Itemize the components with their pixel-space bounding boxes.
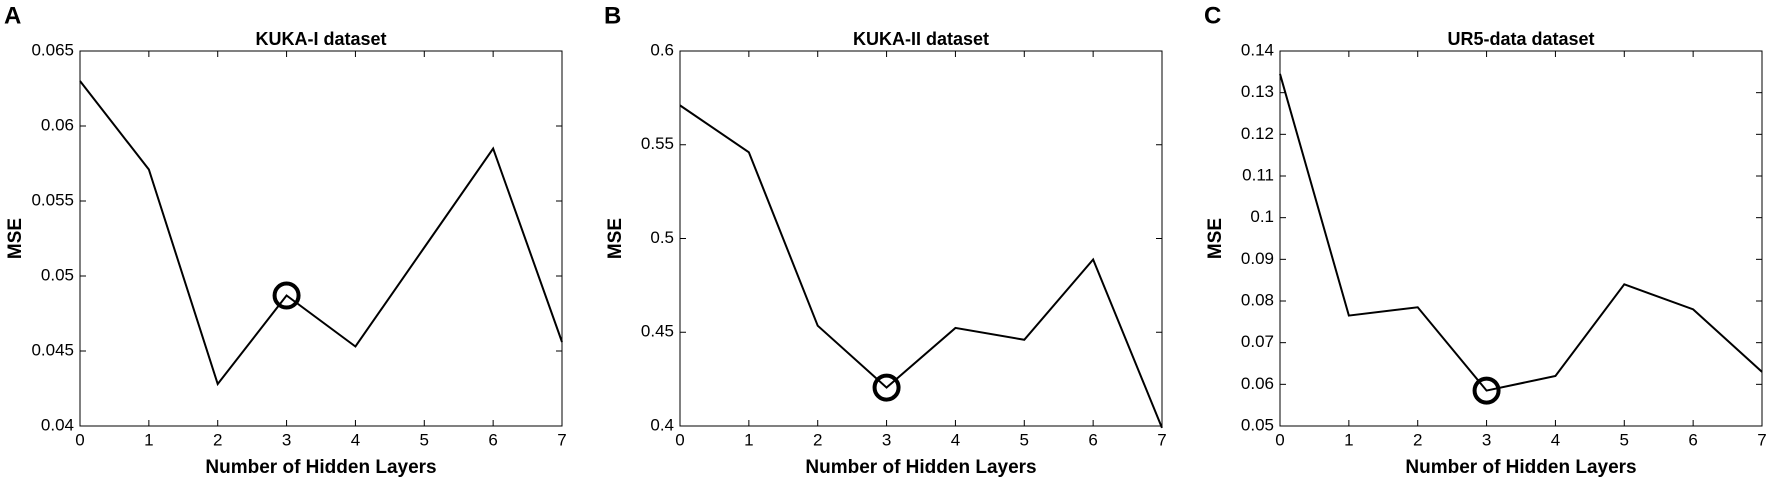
- highlight-marker: [1472, 376, 1501, 405]
- panel-label: A: [4, 2, 21, 29]
- y-tick-label: 0.06: [1241, 374, 1274, 393]
- x-tick-label: 7: [1157, 430, 1166, 449]
- y-tick-label: 0.07: [1241, 332, 1274, 351]
- x-axis-label: Number of Hidden Layers: [1405, 457, 1636, 478]
- y-tick-label: 0.13: [1241, 82, 1274, 101]
- y-tick-label: 0.4: [650, 415, 674, 434]
- plot-frame: [679, 50, 1163, 427]
- x-tick-label: 5: [1620, 430, 1629, 449]
- x-tick-label: 1: [1344, 430, 1353, 449]
- y-tick-label: 0.06: [41, 115, 74, 134]
- y-axis-label: MSE: [1205, 218, 1226, 259]
- highlight-marker: [872, 373, 901, 402]
- x-tick-label: 3: [882, 430, 891, 449]
- y-tick-label: 0.055: [31, 190, 74, 209]
- x-tick-label: 3: [1482, 430, 1491, 449]
- line-series: [79, 80, 563, 387]
- y-tick-label: 0.5: [650, 228, 674, 247]
- x-tick-label: 2: [813, 430, 822, 449]
- x-tick-label: 1: [144, 430, 153, 449]
- x-axis-label: Number of Hidden Layers: [205, 457, 436, 478]
- x-tick-label: 4: [1551, 430, 1560, 449]
- panel-label: B: [604, 2, 621, 29]
- x-tick-label: 7: [557, 430, 566, 449]
- y-tick-label: 0.05: [41, 265, 74, 284]
- y-tick-label: 0.55: [641, 134, 674, 153]
- x-tick-label: 0: [75, 430, 84, 449]
- line-series: [1279, 73, 1763, 392]
- x-axis-label: Number of Hidden Layers: [805, 457, 1036, 478]
- highlight-marker: [272, 281, 301, 310]
- y-axis-label: MSE: [605, 218, 626, 259]
- x-tick-label: 5: [420, 430, 429, 449]
- panel-label: C: [1204, 2, 1221, 29]
- x-tick-label: 6: [488, 430, 497, 449]
- x-tick-label: 2: [213, 430, 222, 449]
- line-series: [679, 104, 1163, 429]
- x-tick-label: 1: [744, 430, 753, 449]
- chart-title: KUKA-I dataset: [255, 29, 386, 49]
- y-tick-label: 0.45: [641, 322, 674, 341]
- y-tick-label: 0.05: [1241, 415, 1274, 434]
- y-axis-label: MSE: [5, 218, 26, 259]
- plot-frame: [1279, 50, 1763, 427]
- y-tick-label: 0.6: [650, 40, 674, 59]
- plot-frame: [79, 50, 563, 427]
- x-tick-label: 2: [1413, 430, 1422, 449]
- x-tick-label: 7: [1757, 430, 1766, 449]
- y-tick-label: 0.11: [1242, 165, 1274, 184]
- x-tick-label: 5: [1020, 430, 1029, 449]
- x-tick-label: 4: [951, 430, 960, 449]
- x-tick-label: 0: [675, 430, 684, 449]
- x-tick-label: 6: [1688, 430, 1697, 449]
- y-tick-label: 0.045: [31, 340, 74, 359]
- y-tick-label: 0.09: [1241, 249, 1274, 268]
- y-tick-label: 0.12: [1241, 124, 1274, 143]
- x-tick-label: 3: [282, 430, 291, 449]
- x-tick-label: 4: [351, 430, 360, 449]
- chart-title: UR5-data dataset: [1447, 29, 1594, 49]
- y-tick-label: 0.08: [1241, 290, 1274, 309]
- x-tick-label: 6: [1088, 430, 1097, 449]
- chart-title: KUKA-II dataset: [853, 29, 989, 49]
- x-tick-label: 0: [1275, 430, 1284, 449]
- y-tick-label: 0.04: [41, 415, 74, 434]
- y-tick-label: 0.14: [1241, 40, 1274, 59]
- y-tick-label: 0.1: [1250, 207, 1274, 226]
- y-tick-label: 0.065: [31, 40, 74, 59]
